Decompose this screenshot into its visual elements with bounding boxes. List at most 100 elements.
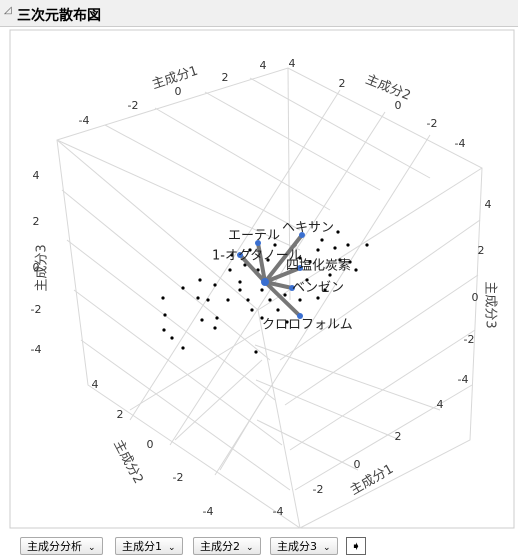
vector-label: 四塩化炭素 [286, 259, 351, 274]
tick-label: 4 [485, 198, 492, 211]
disclosure-icon[interactable]: ◿ [4, 5, 12, 16]
point [228, 268, 232, 272]
tick-label: 0 [354, 458, 361, 471]
vector [264, 266, 301, 284]
point [285, 320, 289, 324]
tick-label: -2 [464, 333, 475, 346]
point [336, 230, 340, 234]
tick-label: 4 [437, 398, 444, 411]
point [170, 336, 174, 340]
point [298, 256, 302, 260]
tick-label: 4 [260, 59, 267, 72]
tick-label: -2 [128, 99, 139, 112]
vector-tip [255, 240, 261, 246]
tick-label: -4 [273, 505, 284, 518]
point [348, 260, 352, 264]
vector-tip [297, 313, 303, 319]
tick-label: -2 [427, 117, 438, 130]
origin [261, 278, 269, 286]
point [213, 326, 217, 330]
point [260, 316, 264, 320]
point [316, 296, 320, 300]
vector [256, 242, 267, 283]
point [246, 298, 250, 302]
tick-label: -2 [313, 483, 324, 496]
point [276, 308, 280, 312]
vector-label: クロロフォルム [262, 318, 353, 333]
point [238, 280, 242, 284]
tick-label: 4 [33, 169, 40, 182]
vector-label: ヘキサン [282, 221, 334, 236]
point [230, 253, 234, 257]
point [346, 243, 350, 247]
axis-label: 主成分3 [35, 244, 50, 291]
point [254, 350, 258, 354]
tick-label: 0 [147, 438, 154, 451]
point [273, 243, 277, 247]
vector-tip [299, 232, 305, 238]
tick-label: 0 [33, 261, 40, 274]
vector-tip [297, 265, 303, 271]
point [206, 298, 210, 302]
point [333, 246, 337, 250]
vector [238, 253, 267, 284]
point [181, 286, 185, 290]
point [338, 258, 342, 262]
dropdown[interactable]: 主成分3 [270, 537, 338, 555]
dropdown[interactable]: 主成分分析 [20, 537, 103, 555]
vector-label: ベンゼン [292, 281, 344, 296]
point [323, 288, 327, 292]
tick-label: 0 [175, 85, 182, 98]
point [320, 238, 324, 242]
axis-label: 主成分3 [483, 281, 498, 328]
tick-label: -4 [458, 373, 469, 386]
point [266, 258, 270, 262]
tick-label: -2 [31, 303, 42, 316]
title-bar: ◿ 三次元散布図 [0, 0, 518, 27]
tick-label: 0 [395, 99, 402, 112]
point [181, 346, 185, 350]
tick-label: 2 [222, 71, 229, 84]
cube-wireframe [56, 67, 483, 529]
tick-label: 2 [117, 408, 124, 421]
tick-label: -4 [455, 137, 466, 150]
vector-tip [289, 285, 295, 291]
point [198, 278, 202, 282]
vector-tip [237, 252, 243, 258]
point [248, 248, 252, 252]
tick-label: 2 [395, 430, 402, 443]
tick-label: 2 [339, 77, 346, 90]
point [268, 298, 272, 302]
point [238, 288, 242, 292]
tick-label: 2 [33, 215, 40, 228]
tick-label: -2 [173, 471, 184, 484]
vector-label: エーテル [228, 229, 280, 244]
points [161, 230, 369, 354]
point [354, 268, 358, 272]
point [215, 316, 219, 320]
point [328, 273, 332, 277]
point [226, 298, 230, 302]
point [200, 318, 204, 322]
point [163, 313, 167, 317]
vector [264, 280, 293, 290]
point [161, 296, 165, 300]
tick-label: 2 [478, 244, 485, 257]
point [365, 243, 369, 247]
tick-label: -4 [79, 114, 90, 127]
point [162, 328, 166, 332]
dropdown[interactable]: 主成分2 [193, 537, 261, 555]
point [260, 288, 264, 292]
point [316, 248, 320, 252]
tick-label: 4 [92, 378, 99, 391]
run-button[interactable]: ➧ [346, 537, 366, 555]
vector-label: 1-オクタノール [212, 249, 302, 264]
point [250, 308, 254, 312]
point [298, 298, 302, 302]
tick-label: -4 [203, 505, 214, 518]
vector [263, 233, 304, 284]
dropdown[interactable]: 主成分1 [115, 537, 183, 555]
